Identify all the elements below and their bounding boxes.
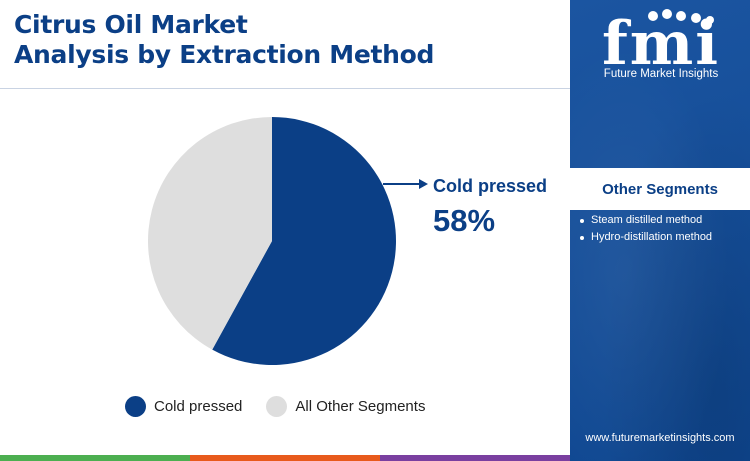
brand-name: Future Market Insights: [603, 68, 719, 80]
legend-item-cold-pressed: Cold pressed: [125, 396, 242, 417]
legend-label-cold-pressed: Cold pressed: [154, 398, 243, 415]
bullet-icon: [580, 218, 584, 223]
fmi-logo-icon: fmi: [602, 9, 718, 79]
legend-swatch-cold-pressed: [125, 396, 146, 417]
callout: Cold pressed 58%: [383, 176, 547, 238]
pie-slice-cold-pressed: [212, 117, 396, 366]
other-segments-header: Other Segments: [570, 168, 750, 210]
pie-slice-all-other-segments: [148, 117, 272, 350]
other-segments-list: Steam distilled method Hydro-distillatio…: [580, 212, 712, 246]
bottom-bar-purple: [380, 455, 570, 461]
pie-chart: Cold pressed 58%: [148, 117, 547, 366]
bottom-bar-orange: [190, 455, 380, 461]
callout-arrow-head: [419, 179, 428, 189]
legend-swatch-other-segments: [266, 396, 288, 417]
segment-label: Hydro-distillation method: [591, 231, 713, 243]
bottom-bar-green: [0, 455, 190, 461]
segment-item: Hydro-distillation method: [580, 229, 712, 246]
segment-label: Steam distilled method: [591, 214, 703, 226]
callout-value: 58%: [433, 203, 495, 238]
pie-slices: [148, 117, 396, 366]
title-divider: [0, 88, 570, 89]
legend: Cold pressed All Other Segments: [125, 396, 449, 417]
other-segments-title: Other Segments: [602, 180, 718, 198]
bullet-icon: [580, 235, 584, 240]
callout-label: Cold pressed: [433, 176, 547, 196]
chart-title: Citrus Oil Market Analysis by Extraction…: [14, 10, 434, 70]
side-panel: fmi Future Market Insights Other Segment…: [570, 0, 750, 461]
bottom-color-bar: [0, 455, 570, 461]
title-line-2: Analysis by Extraction Method: [14, 40, 435, 69]
website-url: www.futuremarketinsights.com: [585, 432, 735, 444]
title-line-1: Citrus Oil Market: [14, 10, 248, 39]
logo-globe-dots: [648, 9, 714, 24]
legend-label-other-segments: All Other Segments: [295, 398, 426, 415]
panel-background-texture: [570, 0, 750, 461]
legend-item-other-segments: All Other Segments: [266, 396, 425, 417]
segment-item: Steam distilled method: [580, 212, 712, 229]
